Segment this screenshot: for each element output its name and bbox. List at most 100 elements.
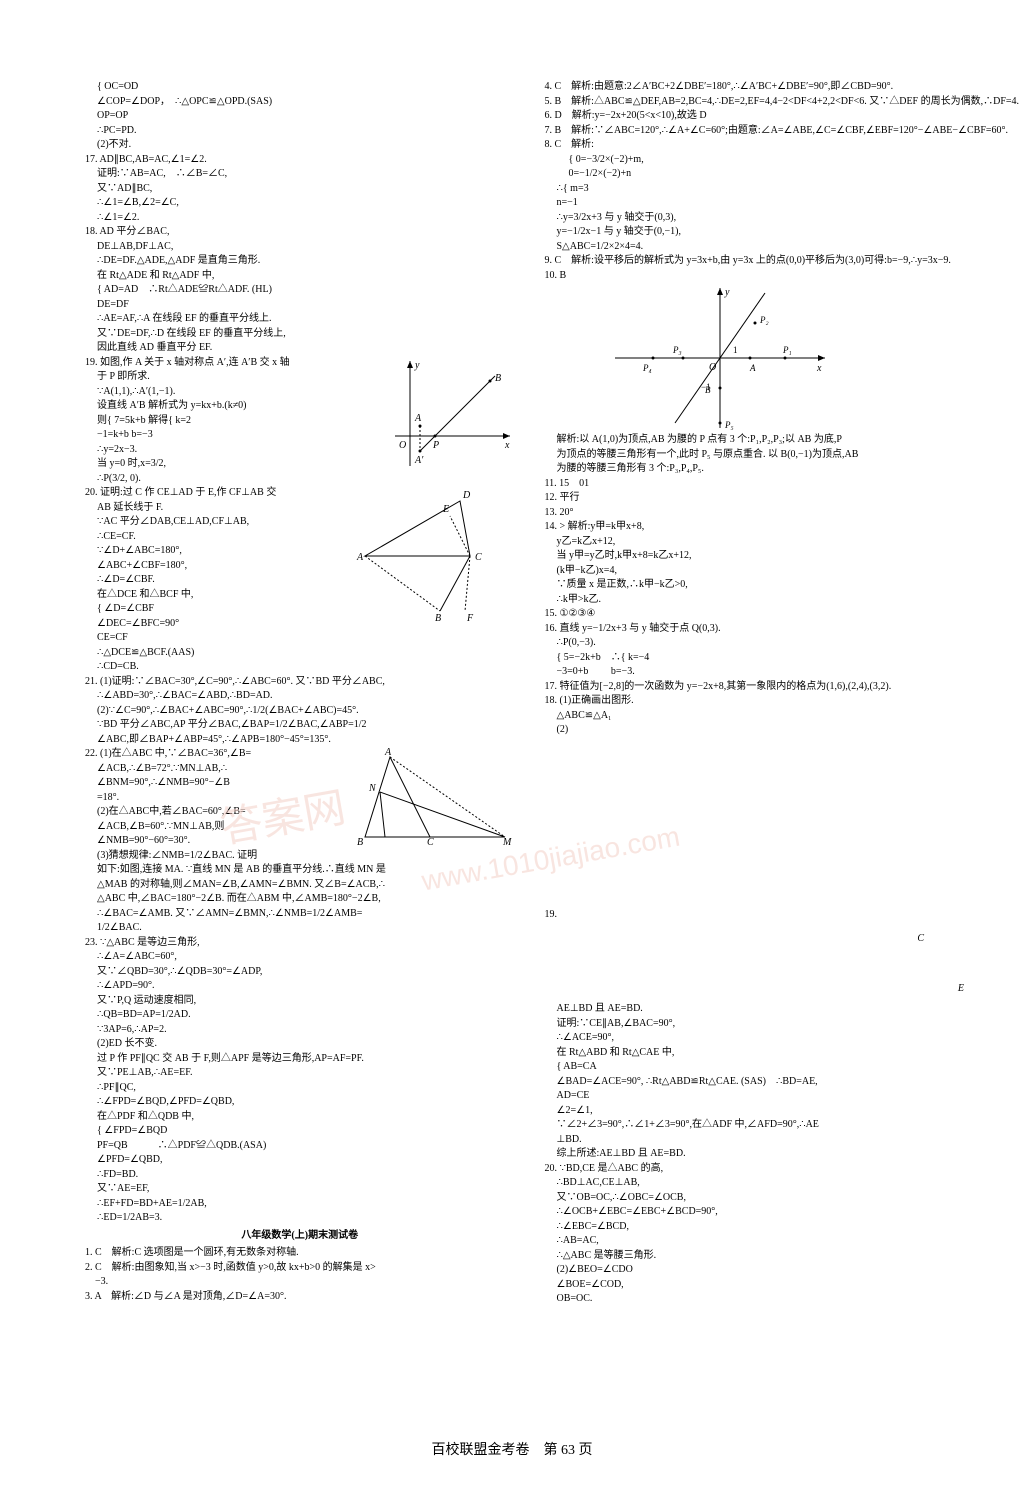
txt: ∴k甲>k乙. — [545, 593, 975, 607]
q17a: 17. 特征值为[−2,8]的一次函数为 y=−2x+8,其第一象限内的格点为(… — [545, 680, 975, 694]
q4: 4. C 解析:由题意:2∠A′BC+2∠DBE′=180°,∴∠A′BC+∠D… — [545, 80, 975, 94]
txt: AD=CE — [545, 1089, 975, 1103]
txt: 又∵AD∥BC, — [85, 182, 515, 196]
q10: 10. B — [545, 269, 975, 283]
txt: −3=0+b b=−3. — [545, 665, 975, 679]
q20a: 20. ∵BD,CE 是△ABC 的高, — [545, 1162, 975, 1176]
txt: 又∵PE⊥AB,∴AE=EF. — [85, 1066, 515, 1080]
txt: ∠COP=∠DOP， ∴△OPC≌△OPD.(SAS) — [85, 95, 515, 109]
txt: 综上所述:AE⊥BD 且 AE=BD. — [545, 1147, 975, 1161]
txt: DE=DF — [85, 298, 515, 312]
txt: ∴∠FPD=∠BQD,∠PFD=∠QBD, — [85, 1095, 515, 1109]
txt: 又∵P,Q 运动速度相同, — [85, 994, 515, 1008]
txt: (2)∵∠C=90°,∴∠BAC+∠ABC=90°,∴1/2(∠BAC+∠ABC… — [85, 704, 515, 718]
txt: ∠DEC=∠BFC=90° — [85, 617, 355, 631]
txt: ∴CD=CB. — [85, 660, 355, 674]
txt: 因此直线 AD 垂直平分 EF. — [85, 341, 515, 355]
txt: ∴∠A=∠ABC=60°, — [85, 950, 515, 964]
txt: ∵∠D+∠ABC=180°, — [85, 544, 355, 558]
svg-text:P₁: P₁ — [782, 345, 792, 355]
txt: ∵A(1,1),∴A′(1,−1). — [85, 385, 385, 399]
txt: { ∠FPD=∠BQD — [85, 1124, 515, 1138]
txt: ∠2=∠1, — [545, 1104, 975, 1118]
page-columns: { OC=OD ∠COP=∠DOP， ∴△OPC≌△OPD.(SAS) OP=O… — [85, 80, 974, 1307]
txt: y乙=k乙x+12, — [545, 535, 975, 549]
txt: ∠ACB,∠B=60°.∵MN⊥AB,则 — [85, 820, 345, 834]
txt: 当 y甲=y乙时,k甲x+8=k乙x+12, — [545, 549, 975, 563]
section-title: 八年级数学(上)期末测试卷 — [85, 1229, 515, 1243]
txt: 又∵AE=EF, — [85, 1182, 515, 1196]
txt: ∴∠ACE=90°, — [545, 1031, 975, 1045]
svg-text:F: F — [466, 613, 474, 624]
txt: ∵∠2+∠3=90°,∴∠1+∠3=90°,在△ADF 中,∠AFD=90°,∴… — [545, 1118, 975, 1132]
txt: ∴∠D=∠CBF. — [85, 573, 355, 587]
svg-text:A: A — [384, 747, 392, 758]
txt: ∴△ABC 是等腰三角形. — [545, 1249, 975, 1263]
txt: 设直线 A′B 解析式为 y=kx+b.(k≠0) — [85, 399, 385, 413]
txt: 又∵∠QBD=30°,∴∠QDB=30°=∠ADP, — [85, 965, 515, 979]
txt: 又∵DE=DF,∴D 在线段 EF 的垂直平分线上, — [85, 327, 515, 341]
txt: ∴∠EBC=∠BCD, — [545, 1220, 975, 1234]
txt: ∴CE=CF. — [85, 530, 355, 544]
svg-text:C: C — [475, 552, 482, 563]
svg-text:D: D — [462, 490, 471, 501]
txt: ∴QB=BD=AP=1/2AD. — [85, 1008, 515, 1022]
q11: 11. 15 01 — [545, 477, 975, 491]
txt: (2) — [545, 723, 975, 737]
txt: ∴EF+FD=BD+AE=1/2AB, — [85, 1197, 515, 1211]
txt: { ∠D=∠CBF — [85, 602, 355, 616]
txt: ∴∠1=∠2. — [85, 211, 515, 225]
txt: { AD=AD ∴Rt△ADE≌Rt△ADF. (HL) — [85, 283, 515, 297]
txt: 又∵OB=OC,∴∠OBC=∠OCB, — [545, 1191, 975, 1205]
left-column: { OC=OD ∠COP=∠DOP， ∴△OPC≌△OPD.(SAS) OP=O… — [85, 80, 515, 1307]
q9: 9. C 解析:设平移后的解析式为 y=3x+b,由 y=3x 上的点(0,0)… — [545, 254, 975, 268]
right-column: 4. C 解析:由题意:2∠A′BC+2∠DBE′=180°,∴∠A′BC+∠D… — [545, 80, 975, 1307]
txt: ∴DE=DF.△ADE,△ADF 是直角三角形. — [85, 254, 515, 268]
txt: (2)在△ABC中,若∠BAC=60°,∠B= — [85, 805, 345, 819]
q22: 22. (1)在△ABC 中,∵∠BAC=36°,∠B= — [85, 747, 345, 761]
txt: ∴∠APD=90°. — [85, 979, 515, 993]
txt: ∴PF∥QC, — [85, 1081, 515, 1095]
q20: 20. 证明:过 C 作 CE⊥AD 于 E,作 CF⊥AB 交 — [85, 486, 355, 500]
txt: ∴∠1=∠B,∠2=∠C, — [85, 196, 515, 210]
txt: −1=k+b b=−3 — [85, 428, 385, 442]
txt: ∠BAD=∠ACE=90°, ∴Rt△ABD≌Rt△CAE. (SAS) ∴BD… — [545, 1075, 975, 1089]
txt: ⊥BD. — [545, 1133, 975, 1147]
txt: ∠BNM=90°,∴∠NMB=90°−∠B — [85, 776, 345, 790]
txt: ∴AB=AC, — [545, 1234, 975, 1248]
svg-text:y: y — [724, 287, 730, 298]
txt: ∵AC 平分∠DAB,CE⊥AD,CF⊥AB, — [85, 515, 355, 529]
q13: 13. 20° — [545, 506, 975, 520]
svg-text:P₅: P₅ — [724, 420, 734, 430]
txt: { 5=−2k+b ∴{ k=−4 — [545, 651, 975, 665]
txt: ∴y=2x−3. — [85, 443, 385, 457]
txt: ∴∠OCB+∠EBC=∠EBC+∠BCD=90°, — [545, 1205, 975, 1219]
txt: OB=OC. — [545, 1292, 975, 1306]
svg-text:1: 1 — [733, 345, 738, 355]
txt: (2)不对. — [85, 138, 515, 152]
label-c: C — [917, 932, 924, 946]
txt: PF=QB ∴△PDF≌△QDB.(ASA) — [85, 1139, 515, 1153]
txt: −3. — [85, 1275, 515, 1289]
txt: 解析:以 A(1,0)为顶点,AB 为腰的 P 点有 3 个:P₁,P₂,P₃;… — [545, 433, 975, 447]
txt: { AB=CA — [545, 1060, 975, 1074]
txt: 为顶点的等腰三角形有一个,此时 P₅ 与原点重合. 以 B(0,−1)为顶点,A… — [545, 448, 975, 462]
txt: CE=CF — [85, 631, 355, 645]
svg-text:x: x — [816, 363, 822, 374]
txt: ∠ACB,∴∠B=72°.∵MN⊥AB,∴ — [85, 762, 345, 776]
txt: (2)∠BEO=∠CDO — [545, 1263, 975, 1277]
txt: 在△DCE 和△BCF 中, — [85, 588, 355, 602]
txt: ∴BD⊥AC,CE⊥AB, — [545, 1176, 975, 1190]
txt: ∴AE=AF,∴A 在线段 EF 的垂直平分线上. — [85, 312, 515, 326]
svg-text:A′: A′ — [414, 455, 424, 466]
txt: ∴P(0,−3). — [545, 636, 975, 650]
txt: △ABC 中,∠BAC=180°−2∠B. 而在△ABM 中,∠AMB=180°… — [85, 892, 515, 906]
q14: 14. > 解析:y甲=k甲x+8, — [545, 520, 975, 534]
exam-q1: 1. C 解析:C 选项图是一个圆环,有无数条对称轴. — [85, 1246, 515, 1260]
txt: ∵质量 x 是正数,∴k甲−k乙>0, — [545, 578, 975, 592]
txt: ∴P(3/2, 0). — [85, 472, 385, 486]
svg-text:B: B — [435, 613, 441, 624]
graph-coordinate-2: x y O A B P₁ P₂ P₃ P₄ P₅ 1 −1 — [605, 283, 835, 433]
svg-text:P₄: P₄ — [642, 363, 652, 373]
txt: OP=OP — [85, 109, 515, 123]
